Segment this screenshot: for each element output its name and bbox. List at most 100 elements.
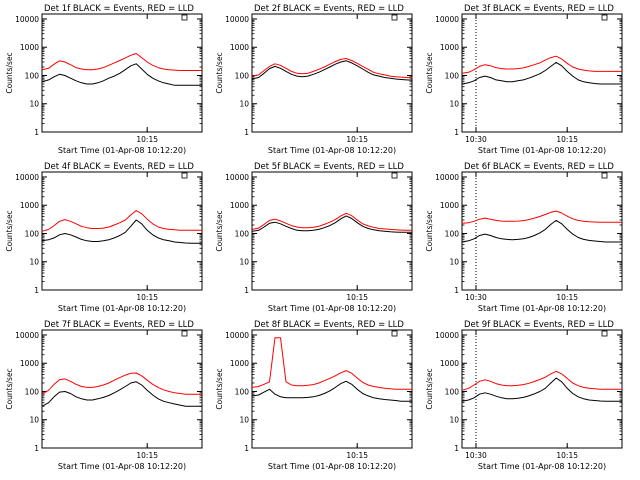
series-lld — [41, 210, 202, 232]
y-tick-label: 1 — [244, 444, 249, 453]
y-tick-label: 10 — [239, 258, 249, 267]
y-axis-label: Counts/sec — [425, 52, 434, 93]
marker-box — [391, 14, 398, 21]
panel-det-2: Det 2f BLACK = Events, RED = LLD 1 10 100 10… — [215, 4, 413, 155]
y-tick-label: 100 — [445, 387, 460, 396]
y-tick-label: 1 — [244, 128, 249, 137]
x-axis-label: Start Time (01-Apr-08 10:12:20) — [478, 462, 606, 471]
x-tick-label: 10:15 — [556, 293, 578, 302]
x-tick-label: 10:15 — [346, 135, 368, 144]
series-lld — [41, 372, 202, 395]
series-events — [251, 60, 413, 81]
x-tick-label: 10:30 — [465, 135, 487, 144]
x-tick-label: 10:15 — [136, 451, 158, 460]
panel-det-3: Det 3f BLACK = Events, RED = LLD 1 10 100 10… — [425, 4, 623, 155]
y-tick-label: 10000 — [225, 173, 249, 182]
y-tick-label: 100 — [25, 71, 40, 80]
x-tick-label: 10:15 — [136, 135, 158, 144]
series-lld — [251, 212, 412, 231]
panel-title: Det 9f BLACK = Events, RED = LLD — [464, 320, 614, 330]
y-tick-label: 10000 — [15, 331, 39, 340]
x-tick-label: 10:30 — [465, 451, 487, 460]
x-tick-label: 10:15 — [136, 293, 158, 302]
panel-title: Det 7f BLACK = Events, RED = LLD — [44, 320, 194, 330]
series-events — [41, 219, 202, 244]
panel-det-8: Det 8f BLACK = Events, RED = LLD 1 10 100 10… — [215, 320, 413, 471]
x-axis-label: Start Time (01-Apr-08 10:12:20) — [268, 146, 396, 155]
y-tick-label: 1000 — [230, 43, 249, 52]
y-axis-label: Counts/sec — [215, 368, 224, 409]
marker-box — [181, 14, 188, 21]
y-tick-label: 100 — [235, 71, 250, 80]
y-tick-label: 10 — [239, 416, 249, 425]
y-tick-label: 10000 — [435, 173, 459, 182]
y-tick-label: 1000 — [20, 359, 39, 368]
y-tick-label: 1 — [34, 286, 39, 295]
marker-box — [181, 172, 188, 179]
y-tick-label: 10000 — [15, 15, 39, 24]
marker-box — [391, 172, 398, 179]
y-axis-label: Counts/sec — [425, 210, 434, 251]
x-axis-label: Start Time (01-Apr-08 10:12:20) — [478, 146, 606, 155]
series-events — [251, 380, 412, 402]
series-events — [41, 63, 202, 86]
y-tick-label: 100 — [25, 229, 40, 238]
y-tick-label: 10 — [449, 258, 459, 267]
axes-frame — [41, 171, 203, 291]
y-tick-label: 1 — [454, 444, 459, 453]
y-axis-label: Counts/sec — [215, 210, 224, 251]
panel-title: Det 2f BLACK = Events, RED = LLD — [254, 4, 404, 14]
y-tick-label: 1 — [454, 286, 459, 295]
panel-det-5: Det 5f BLACK = Events, RED = LLD 1 10 100 10… — [215, 162, 413, 313]
panel-title: Det 8f BLACK = Events, RED = LLD — [254, 320, 404, 330]
y-tick-label: 1000 — [440, 359, 459, 368]
y-tick-label: 10 — [449, 100, 459, 109]
y-tick-label: 10 — [29, 258, 39, 267]
marker-box — [601, 330, 608, 337]
y-tick-label: 10000 — [435, 15, 459, 24]
y-tick-label: 10 — [449, 416, 459, 425]
panel-det-6: Det 6f BLACK = Events, RED = LLD 1 10 100 10… — [425, 162, 623, 313]
y-tick-label: 100 — [25, 387, 40, 396]
series-lld — [251, 58, 413, 79]
axes-frame — [251, 13, 413, 133]
series-events — [41, 381, 202, 407]
series-events — [251, 215, 412, 233]
panel-det-1: Det 1f BLACK = Events, RED = LLD 1 10 100 10… — [5, 4, 487, 155]
y-tick-label: 10000 — [435, 331, 459, 340]
y-tick-label: 100 — [235, 387, 250, 396]
series-events — [461, 61, 622, 85]
marker-box — [181, 330, 188, 337]
y-tick-label: 1 — [34, 128, 39, 137]
x-axis-label: Start Time (01-Apr-08 10:12:20) — [58, 462, 186, 471]
y-axis-label: Counts/sec — [425, 368, 434, 409]
series-lld — [461, 55, 622, 74]
y-axis-label: Counts/sec — [5, 210, 14, 251]
axes-frame — [251, 171, 413, 291]
y-tick-label: 1 — [454, 128, 459, 137]
y-tick-label: 1000 — [440, 201, 459, 210]
x-tick-label: 10:15 — [556, 135, 578, 144]
panel-title: Det 3f BLACK = Events, RED = LLD — [464, 4, 614, 14]
panel-title: Det 1f BLACK = Events, RED = LLD — [44, 4, 194, 14]
axes-frame — [461, 171, 623, 291]
y-tick-label: 10 — [239, 100, 249, 109]
y-tick-label: 10 — [29, 416, 39, 425]
panel-title: Det 5f BLACK = Events, RED = LLD — [254, 162, 404, 172]
y-tick-label: 100 — [445, 229, 460, 238]
panel-det-7: Det 7f BLACK = Events, RED = LLD 1 10 100 10… — [5, 320, 487, 471]
y-tick-label: 1 — [34, 444, 39, 453]
axes-frame — [41, 13, 203, 133]
y-axis-label: Counts/sec — [5, 52, 14, 93]
x-tick-label: 10:15 — [346, 293, 368, 302]
y-tick-label: 10000 — [15, 173, 39, 182]
series-lld — [461, 370, 622, 391]
x-axis-label: Start Time (01-Apr-08 10:12:20) — [58, 304, 186, 313]
y-tick-label: 1000 — [20, 43, 39, 52]
y-tick-label: 100 — [445, 71, 460, 80]
series-lld — [251, 337, 412, 390]
panel-det-4: Det 4f BLACK = Events, RED = LLD 1 10 100 10… — [5, 162, 487, 313]
y-tick-label: 100 — [235, 229, 250, 238]
series-events — [461, 377, 622, 402]
